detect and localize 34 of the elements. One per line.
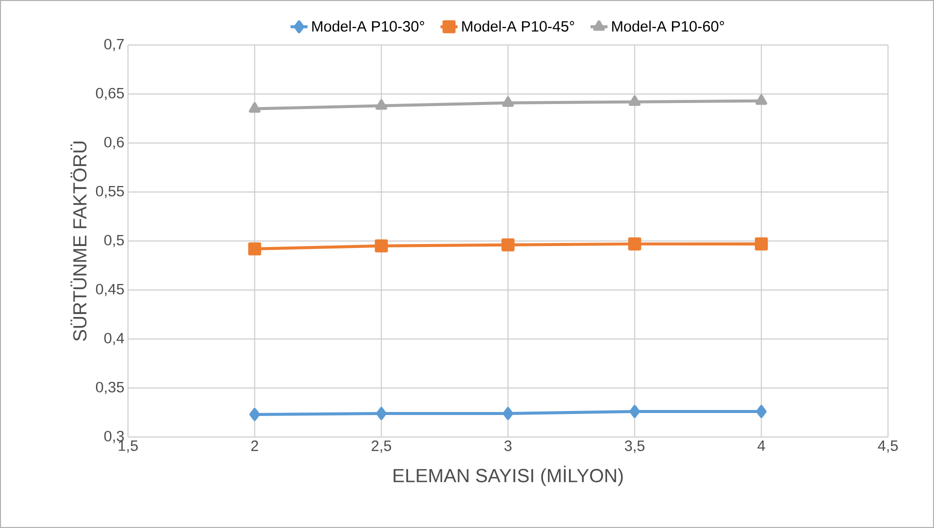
point	[248, 102, 260, 113]
x-tick-label: 2,5	[372, 440, 392, 453]
point	[756, 94, 768, 105]
x-tick-label: 4,5	[878, 440, 898, 453]
x-tick-label: 4	[758, 440, 766, 451]
point	[628, 237, 642, 250]
legend-label: Model-A P10-45°	[462, 20, 574, 32]
x-tick-label: 3,5	[624, 440, 644, 453]
x-tick-label: 3	[504, 440, 512, 452]
y-tick-label: 0,55	[96, 186, 124, 198]
legend-label: Model-A P10-30°	[312, 20, 424, 32]
y-tick-label: 0,5	[104, 234, 124, 248]
point	[376, 99, 388, 110]
point	[628, 95, 641, 106]
x-tick-label: 2	[251, 440, 258, 451]
y-tick-label: 0,35	[96, 382, 124, 394]
point	[248, 242, 262, 256]
point	[502, 96, 514, 107]
y-tick-label: 0,6	[104, 136, 124, 150]
point	[374, 239, 388, 252]
point	[756, 405, 767, 418]
point	[502, 406, 514, 420]
y-tick-label: 0,7	[104, 38, 124, 52]
point	[249, 408, 260, 421]
y-tick-label: 0,4	[104, 332, 124, 346]
x-axis-title: ELEMAN SAYISI (MİLYON)	[394, 466, 623, 486]
legend-label: Model-A P10-60°	[612, 20, 724, 32]
point	[376, 406, 387, 420]
y-tick-label: 0,45	[96, 284, 124, 296]
y-tick-label: 0,65	[96, 88, 124, 100]
point	[502, 238, 515, 252]
y-axis-title: SÜRTÜNME FAKTÖRÜ	[70, 142, 87, 341]
point	[754, 237, 768, 250]
point	[629, 405, 640, 418]
